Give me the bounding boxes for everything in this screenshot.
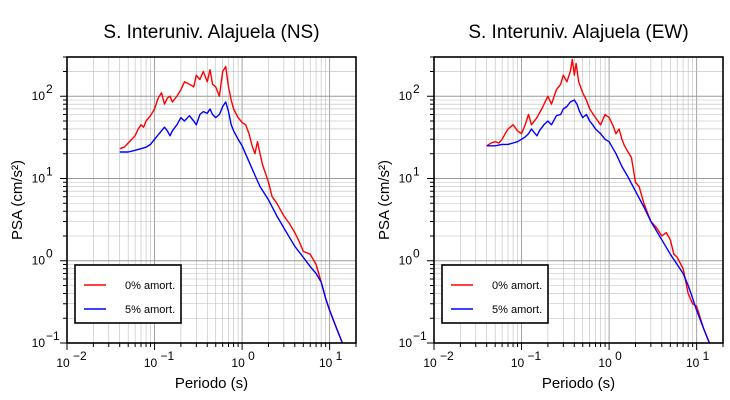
x-tick-label-exponent: −1 bbox=[161, 349, 175, 363]
x-tick-label-exponent: −1 bbox=[528, 349, 542, 363]
series-line-0 bbox=[486, 58, 711, 343]
y-tick-label: 10 bbox=[399, 336, 413, 350]
y-tick-label: 10 bbox=[32, 254, 46, 268]
plot-frame bbox=[66, 56, 357, 344]
series-line-1 bbox=[119, 101, 344, 343]
y-tick-label-exponent: 1 bbox=[46, 164, 53, 178]
x-tick-label: 10 bbox=[423, 356, 437, 370]
y-tick-label-exponent: −1 bbox=[413, 329, 427, 343]
y-tick-label: 10 bbox=[399, 254, 413, 268]
legend-label-0: 0% amort. bbox=[492, 280, 542, 292]
chart-panel-0: 10 −2 10 −1 10 0 10 110 −110 010 110 2S. Interuniv.… bbox=[9, 22, 357, 392]
y-tick-label: 10 bbox=[32, 89, 46, 103]
y-tick-label: 10 bbox=[32, 171, 46, 185]
legend: 0% amort. 5% amort. bbox=[441, 264, 549, 324]
chart-title: S. Interuniv. Alajuela (EW) bbox=[468, 22, 688, 43]
y-tick-label-exponent: 0 bbox=[413, 247, 420, 261]
y-axis-label: PSA (cm/s²) bbox=[9, 160, 26, 240]
series-group bbox=[119, 65, 344, 343]
x-tick-label: 10 bbox=[144, 356, 158, 370]
x-tick-label: 10 bbox=[511, 356, 525, 370]
y-tick-label-exponent: −1 bbox=[46, 329, 60, 343]
x-tick-label-exponent: 1 bbox=[703, 349, 710, 363]
y-tick-label: 10 bbox=[399, 89, 413, 103]
chart-title: S. Interuniv. Alajuela (NS) bbox=[103, 22, 319, 43]
series-group bbox=[486, 58, 711, 343]
legend-box bbox=[441, 264, 549, 324]
x-tick-label-exponent: 1 bbox=[336, 349, 343, 363]
ticks bbox=[427, 56, 724, 350]
chart-panel-1: 10 −2 10 −1 10 0 10 110 −110 010 110 2S. Interuniv.… bbox=[376, 22, 724, 392]
x-tick-label: 10 bbox=[598, 356, 612, 370]
x-axis-label: Periodo (s) bbox=[175, 375, 248, 392]
y-tick-label: 10 bbox=[32, 336, 46, 350]
x-axis-label: Periodo (s) bbox=[542, 375, 615, 392]
x-tick-label-exponent: −2 bbox=[440, 349, 454, 363]
legend-box bbox=[74, 264, 182, 324]
x-tick-label: 10 bbox=[319, 356, 333, 370]
x-tick-label-exponent: 0 bbox=[615, 349, 622, 363]
y-tick-label-exponent: 2 bbox=[46, 82, 53, 96]
x-tick-label: 10 bbox=[231, 356, 245, 370]
y-tick-label-exponent: 2 bbox=[413, 82, 420, 96]
plot-frame bbox=[433, 56, 724, 344]
x-tick-label-exponent: −2 bbox=[73, 349, 87, 363]
legend-label-0: 0% amort. bbox=[125, 280, 175, 292]
legend-label-1: 5% amort. bbox=[492, 304, 542, 316]
series-line-1 bbox=[486, 99, 711, 343]
legend-label-1: 5% amort. bbox=[125, 304, 175, 316]
y-tick-label: 10 bbox=[399, 171, 413, 185]
ticks bbox=[60, 56, 357, 350]
x-tick-label-exponent: 0 bbox=[248, 349, 255, 363]
legend: 0% amort. 5% amort. bbox=[74, 264, 182, 324]
y-tick-label-exponent: 0 bbox=[46, 247, 53, 261]
x-tick-label: 10 bbox=[56, 356, 70, 370]
y-tick-label-exponent: 1 bbox=[413, 164, 420, 178]
series-line-0 bbox=[119, 65, 344, 343]
x-tick-label: 10 bbox=[686, 356, 700, 370]
y-axis-label: PSA (cm/s²) bbox=[376, 160, 393, 240]
